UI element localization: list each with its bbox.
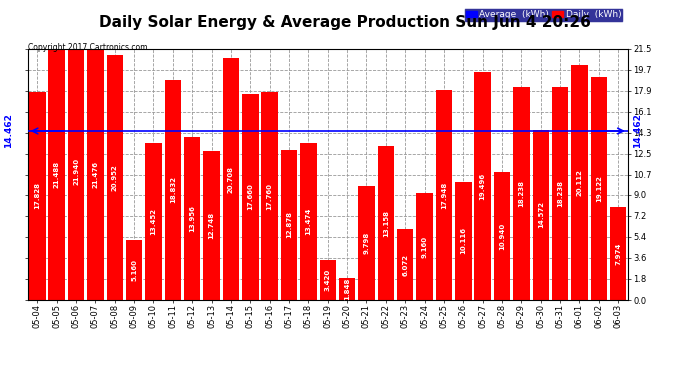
Bar: [126, 240, 142, 300]
Text: 18.832: 18.832: [170, 177, 176, 204]
Text: 13.474: 13.474: [306, 208, 311, 235]
Text: 7.974: 7.974: [615, 242, 621, 265]
Bar: [223, 58, 239, 300]
Text: 14.462: 14.462: [633, 114, 642, 148]
Text: 13.956: 13.956: [189, 205, 195, 232]
Text: 1.848: 1.848: [344, 278, 350, 300]
Text: 14.462: 14.462: [4, 114, 14, 148]
Text: 19.496: 19.496: [480, 172, 486, 200]
Bar: [610, 207, 627, 300]
Bar: [494, 172, 511, 300]
Text: 13.452: 13.452: [150, 208, 157, 235]
Text: 17.660: 17.660: [247, 183, 253, 210]
Bar: [68, 44, 84, 300]
Bar: [319, 260, 336, 300]
Bar: [435, 90, 452, 300]
Text: 5.160: 5.160: [131, 259, 137, 281]
Bar: [262, 93, 278, 300]
Bar: [475, 72, 491, 300]
Bar: [416, 193, 433, 300]
Text: 12.748: 12.748: [208, 212, 215, 239]
Bar: [165, 80, 181, 300]
Bar: [513, 87, 530, 300]
Text: 9.160: 9.160: [422, 236, 428, 258]
Text: Copyright 2017 Cartronics.com: Copyright 2017 Cartronics.com: [28, 43, 147, 52]
Bar: [358, 186, 375, 300]
Text: 9.798: 9.798: [364, 232, 369, 254]
Text: 20.708: 20.708: [228, 165, 234, 192]
Text: 10.940: 10.940: [499, 222, 505, 250]
Text: 19.122: 19.122: [596, 175, 602, 202]
Text: 21.940: 21.940: [73, 158, 79, 185]
Bar: [300, 142, 317, 300]
Bar: [591, 76, 607, 300]
Bar: [281, 150, 297, 300]
Bar: [242, 94, 259, 300]
Text: 18.238: 18.238: [518, 180, 524, 207]
Bar: [455, 182, 471, 300]
Text: Daily Solar Energy & Average Production Sun Jun 4 20:26: Daily Solar Energy & Average Production …: [99, 15, 591, 30]
Bar: [533, 130, 549, 300]
Text: 12.878: 12.878: [286, 211, 292, 238]
Text: 17.828: 17.828: [34, 182, 40, 209]
Bar: [204, 151, 220, 300]
Bar: [377, 146, 394, 300]
Text: 14.572: 14.572: [538, 201, 544, 228]
Text: 13.158: 13.158: [383, 210, 389, 237]
Bar: [87, 49, 104, 300]
Bar: [552, 87, 569, 300]
Text: 3.420: 3.420: [325, 269, 331, 291]
Bar: [397, 229, 413, 300]
Text: 6.072: 6.072: [402, 254, 408, 276]
Bar: [571, 65, 588, 300]
Bar: [184, 137, 200, 300]
Bar: [145, 143, 161, 300]
Text: 18.238: 18.238: [557, 180, 563, 207]
Bar: [339, 278, 355, 300]
Bar: [48, 49, 65, 300]
Text: 17.948: 17.948: [441, 182, 447, 209]
Bar: [29, 92, 46, 300]
Legend: Average  (kWh), Daily  (kWh): Average (kWh), Daily (kWh): [464, 8, 623, 21]
Text: 21.488: 21.488: [54, 161, 59, 188]
Text: 20.952: 20.952: [112, 164, 118, 191]
Bar: [106, 55, 123, 300]
Text: 10.116: 10.116: [460, 227, 466, 254]
Text: 21.476: 21.476: [92, 161, 99, 188]
Text: 20.112: 20.112: [576, 169, 582, 196]
Text: 17.760: 17.760: [266, 183, 273, 210]
